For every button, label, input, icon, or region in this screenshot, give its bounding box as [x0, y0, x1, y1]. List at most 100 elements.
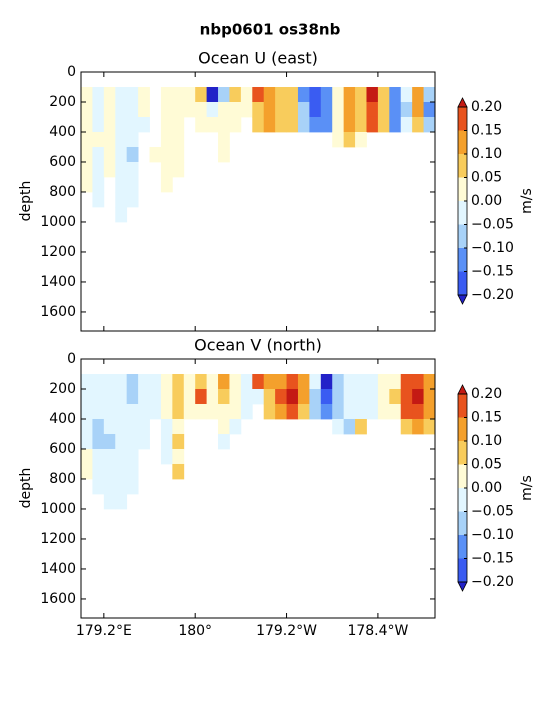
contour-cell: [172, 86, 185, 103]
contour-cell: [115, 86, 128, 103]
contour-cell: [81, 131, 93, 148]
contour-cell: [218, 131, 230, 148]
contour-cell: [240, 101, 253, 118]
contour-cell: [92, 131, 105, 148]
y-tick-label: 1400: [40, 274, 76, 290]
contour-cell: [103, 448, 116, 465]
colorbar-tick-label: 0.15: [471, 123, 502, 139]
contour-cell: [218, 418, 230, 435]
contour-cell: [377, 373, 390, 390]
contour-cell: [286, 101, 299, 118]
colorbar-bin: [458, 464, 467, 488]
contour-cell: [263, 388, 276, 405]
contour-cell: [320, 86, 333, 103]
colorbar-tick-label: −0.10: [471, 240, 514, 256]
contour-cell: [160, 176, 173, 193]
y-tick-label: 1200: [40, 531, 76, 547]
colorbar-label: m/s: [519, 188, 535, 214]
contour-cell: [103, 493, 116, 510]
contour-cell: [297, 403, 310, 420]
contour-cell: [195, 373, 208, 390]
contour-cell: [126, 463, 139, 480]
contour-cell: [400, 86, 413, 103]
contour-cell: [297, 86, 310, 103]
contour-cell: [320, 388, 333, 405]
contour-cell: [275, 373, 287, 390]
contour-cell: [412, 388, 424, 405]
contour-cell: [172, 433, 185, 450]
contour-cell: [138, 101, 150, 118]
y-tick-label: 1400: [40, 561, 76, 577]
colorbar-bin: [458, 394, 467, 418]
contour-cell: [355, 403, 367, 420]
contour-cell: [183, 373, 196, 390]
contour-cell: [389, 101, 402, 118]
contour-cell: [115, 131, 128, 148]
contour-cell: [115, 493, 128, 510]
contour-cell: [103, 478, 116, 495]
contour-cell: [138, 116, 150, 133]
contour-cell: [81, 433, 93, 450]
contour-cell: [172, 403, 185, 420]
y-tick-label: 1600: [40, 591, 76, 607]
contour-cell: [229, 403, 242, 420]
contour-cell: [412, 403, 424, 420]
contour-cell: [297, 101, 310, 118]
contour-cell: [218, 86, 230, 103]
contour-cell: [218, 146, 230, 163]
y-tick-label: 800: [49, 471, 76, 487]
y-tick-label: 200: [49, 94, 76, 110]
contour-cell: [92, 86, 105, 103]
contour-cell: [81, 101, 93, 118]
contour-cell: [160, 448, 173, 465]
contour-cell: [297, 388, 310, 405]
contour-cell: [229, 388, 242, 405]
contour-cell: [195, 403, 208, 420]
contour-cell: [103, 101, 116, 118]
contour-cell: [126, 86, 139, 103]
contour-cell: [366, 116, 379, 133]
contour-cell: [412, 116, 424, 133]
contour-cell: [81, 86, 93, 103]
contour-cell: [115, 116, 128, 133]
colorbar-tick-label: −0.15: [471, 551, 514, 567]
y-tick-label: 1200: [40, 244, 76, 260]
y-tick-label: 1600: [40, 304, 76, 320]
contour-cell: [366, 101, 379, 118]
contour-cell: [115, 388, 128, 405]
contour-cell: [218, 116, 230, 133]
contour-cell: [92, 146, 105, 163]
contour-cell: [286, 373, 299, 390]
contour-cell: [172, 116, 185, 133]
colorbar-tick-label: 0.05: [471, 457, 502, 473]
contour-cell: [149, 373, 162, 390]
contour-cell: [412, 373, 424, 390]
plot-frame: [80, 71, 436, 332]
contour-cell: [400, 101, 413, 118]
contour-cell: [412, 418, 424, 435]
x-tick-label: 178.4°W: [347, 623, 408, 639]
contour-cell: [218, 373, 230, 390]
contour-cell: [252, 86, 265, 103]
y-tick-label: 0: [67, 351, 76, 367]
colorbar-bin: [458, 441, 467, 465]
contour-cell: [343, 131, 356, 148]
x-tick-label: 179.2°E: [76, 623, 132, 639]
contour-cell: [309, 388, 322, 405]
contour-cell: [92, 448, 105, 465]
contour-cell: [366, 86, 379, 103]
colorbar-tick-label: 0.20: [471, 99, 502, 115]
contour-cell: [183, 403, 196, 420]
contour-cell: [160, 161, 173, 178]
contour-cell: [423, 101, 436, 118]
contour-cell: [343, 418, 356, 435]
contour-cell: [309, 116, 322, 133]
contour-cell: [332, 418, 345, 435]
colorbar-tick-label: −0.10: [471, 527, 514, 543]
contour-cell: [332, 388, 345, 405]
contour-cell: [286, 86, 299, 103]
contour-cell: [126, 433, 139, 450]
x-tick-label: 180°: [178, 623, 212, 639]
contour-cell: [172, 161, 185, 178]
contour-cell: [115, 206, 128, 223]
